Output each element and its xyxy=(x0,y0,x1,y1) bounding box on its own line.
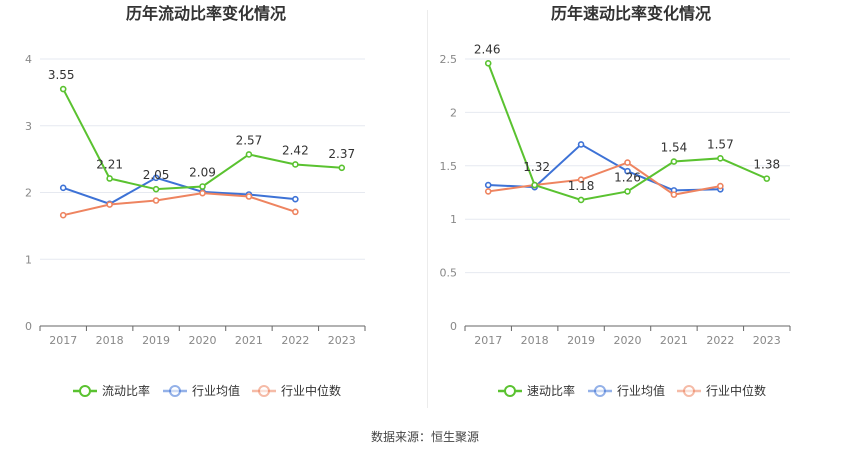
data-point xyxy=(106,201,113,208)
data-point xyxy=(59,211,67,219)
chart-title: 历年流动比率变化情况 xyxy=(126,4,286,23)
legend-label: 速动比率 xyxy=(527,383,575,398)
data-point xyxy=(59,85,67,93)
data-point xyxy=(152,197,160,204)
data-label: 2.05 xyxy=(143,168,170,182)
data-point xyxy=(624,188,631,195)
data-point xyxy=(152,174,160,182)
x-tick-label: 2019 xyxy=(142,334,170,347)
legend-item[interactable]: 行业中位数 xyxy=(677,383,766,398)
data-source: 数据来源：恒生聚源 xyxy=(370,430,479,444)
y-tick-label: 1.5 xyxy=(440,160,458,173)
legend-label: 流动比率 xyxy=(102,383,150,398)
data-point xyxy=(106,175,113,182)
legend-label: 行业中位数 xyxy=(706,383,766,398)
x-tick-label: 2017 xyxy=(474,334,502,347)
data-point xyxy=(717,182,724,190)
quick-ratio-chart: 历年速动比率变化情况 0 0.5 1 1.5 2 2.5 2017 2018 2019 2020 20… xyxy=(440,4,791,398)
data-label: 1.32 xyxy=(523,160,550,174)
x-tick-label: 2023 xyxy=(753,334,781,347)
legend-item[interactable]: 流动比率 xyxy=(73,383,150,398)
data-label: 2.57 xyxy=(236,133,263,147)
data-label: 2.21 xyxy=(96,157,123,171)
data-point xyxy=(152,185,160,193)
legend-item[interactable]: 行业中位数 xyxy=(252,383,341,398)
series-line xyxy=(62,192,296,217)
data-point xyxy=(292,208,299,216)
legend-label: 行业中位数 xyxy=(281,383,341,398)
data-label: 1.57 xyxy=(707,137,734,151)
data-point xyxy=(763,175,771,182)
y-tick-label: 2 xyxy=(450,106,457,119)
x-tick-label: 2018 xyxy=(521,334,549,347)
data-point xyxy=(338,164,346,172)
y-tick-label: 0 xyxy=(450,320,457,333)
legend-marker xyxy=(683,385,695,397)
x-tick-label: 2022 xyxy=(281,334,309,347)
data-point xyxy=(484,188,492,195)
data-label: 2.46 xyxy=(474,42,501,56)
x-tick-label: 2019 xyxy=(567,334,595,347)
y-tick-label: 0.5 xyxy=(440,267,458,280)
data-point xyxy=(484,181,492,189)
data-point xyxy=(577,176,585,183)
y-tick-label: 3 xyxy=(25,120,32,133)
data-point xyxy=(670,191,678,198)
data-label: 1.38 xyxy=(753,158,780,172)
series-line xyxy=(62,176,296,205)
x-tick-label: 2021 xyxy=(660,334,688,347)
legend-marker xyxy=(79,385,91,397)
legend-label: 行业均值 xyxy=(617,383,665,398)
data-point xyxy=(59,184,67,192)
data-point xyxy=(717,155,724,162)
data-point xyxy=(292,195,299,203)
x-tick-label: 2022 xyxy=(706,334,734,347)
panel-divider xyxy=(427,10,428,408)
data-point xyxy=(670,158,678,165)
data-label: 2.09 xyxy=(189,165,216,179)
data-point xyxy=(484,59,492,67)
data-point xyxy=(199,189,206,197)
series-line xyxy=(488,161,721,196)
y-tick-label: 2.5 xyxy=(440,53,458,66)
data-point xyxy=(577,141,585,148)
data-label: 2.37 xyxy=(328,147,355,161)
data-label: 1.26 xyxy=(614,170,641,184)
legend-marker xyxy=(504,385,516,397)
y-tick-label: 0 xyxy=(25,320,32,333)
data-point xyxy=(292,161,299,168)
legend-marker xyxy=(169,385,181,397)
x-tick-label: 2020 xyxy=(614,334,642,347)
y-tick-label: 4 xyxy=(25,53,32,66)
y-tick-label: 1 xyxy=(450,213,457,226)
data-label: 1.54 xyxy=(661,141,688,155)
data-label: 1.18 xyxy=(568,179,595,193)
legend-marker xyxy=(258,385,270,397)
data-point xyxy=(245,151,253,158)
x-tick-label: 2020 xyxy=(189,334,217,347)
x-tick-label: 2017 xyxy=(49,334,77,347)
data-point xyxy=(577,196,585,204)
legend-item[interactable]: 速动比率 xyxy=(498,383,575,398)
legend-item[interactable]: 行业均值 xyxy=(163,383,240,398)
data-point xyxy=(199,183,206,190)
y-tick-label: 2 xyxy=(25,187,32,200)
current-ratio-chart: 历年流动比率变化情况 0 1 2 3 4 2017 2018 2019 2020 2021 2022 2… xyxy=(25,4,366,398)
data-point xyxy=(531,181,538,189)
legend-label: 行业均值 xyxy=(192,383,240,398)
legend-marker xyxy=(594,385,606,397)
data-label: 2.42 xyxy=(282,143,309,157)
x-tick-label: 2018 xyxy=(96,334,124,347)
y-tick-label: 1 xyxy=(25,253,32,266)
legend-item[interactable]: 行业均值 xyxy=(588,383,665,398)
data-label: 3.55 xyxy=(48,68,75,82)
data-point xyxy=(624,167,631,175)
data-point xyxy=(245,193,253,200)
x-tick-label: 2021 xyxy=(235,334,263,347)
chart-title: 历年速动比率变化情况 xyxy=(551,4,711,23)
data-point xyxy=(624,159,631,166)
x-tick-label: 2023 xyxy=(328,334,356,347)
